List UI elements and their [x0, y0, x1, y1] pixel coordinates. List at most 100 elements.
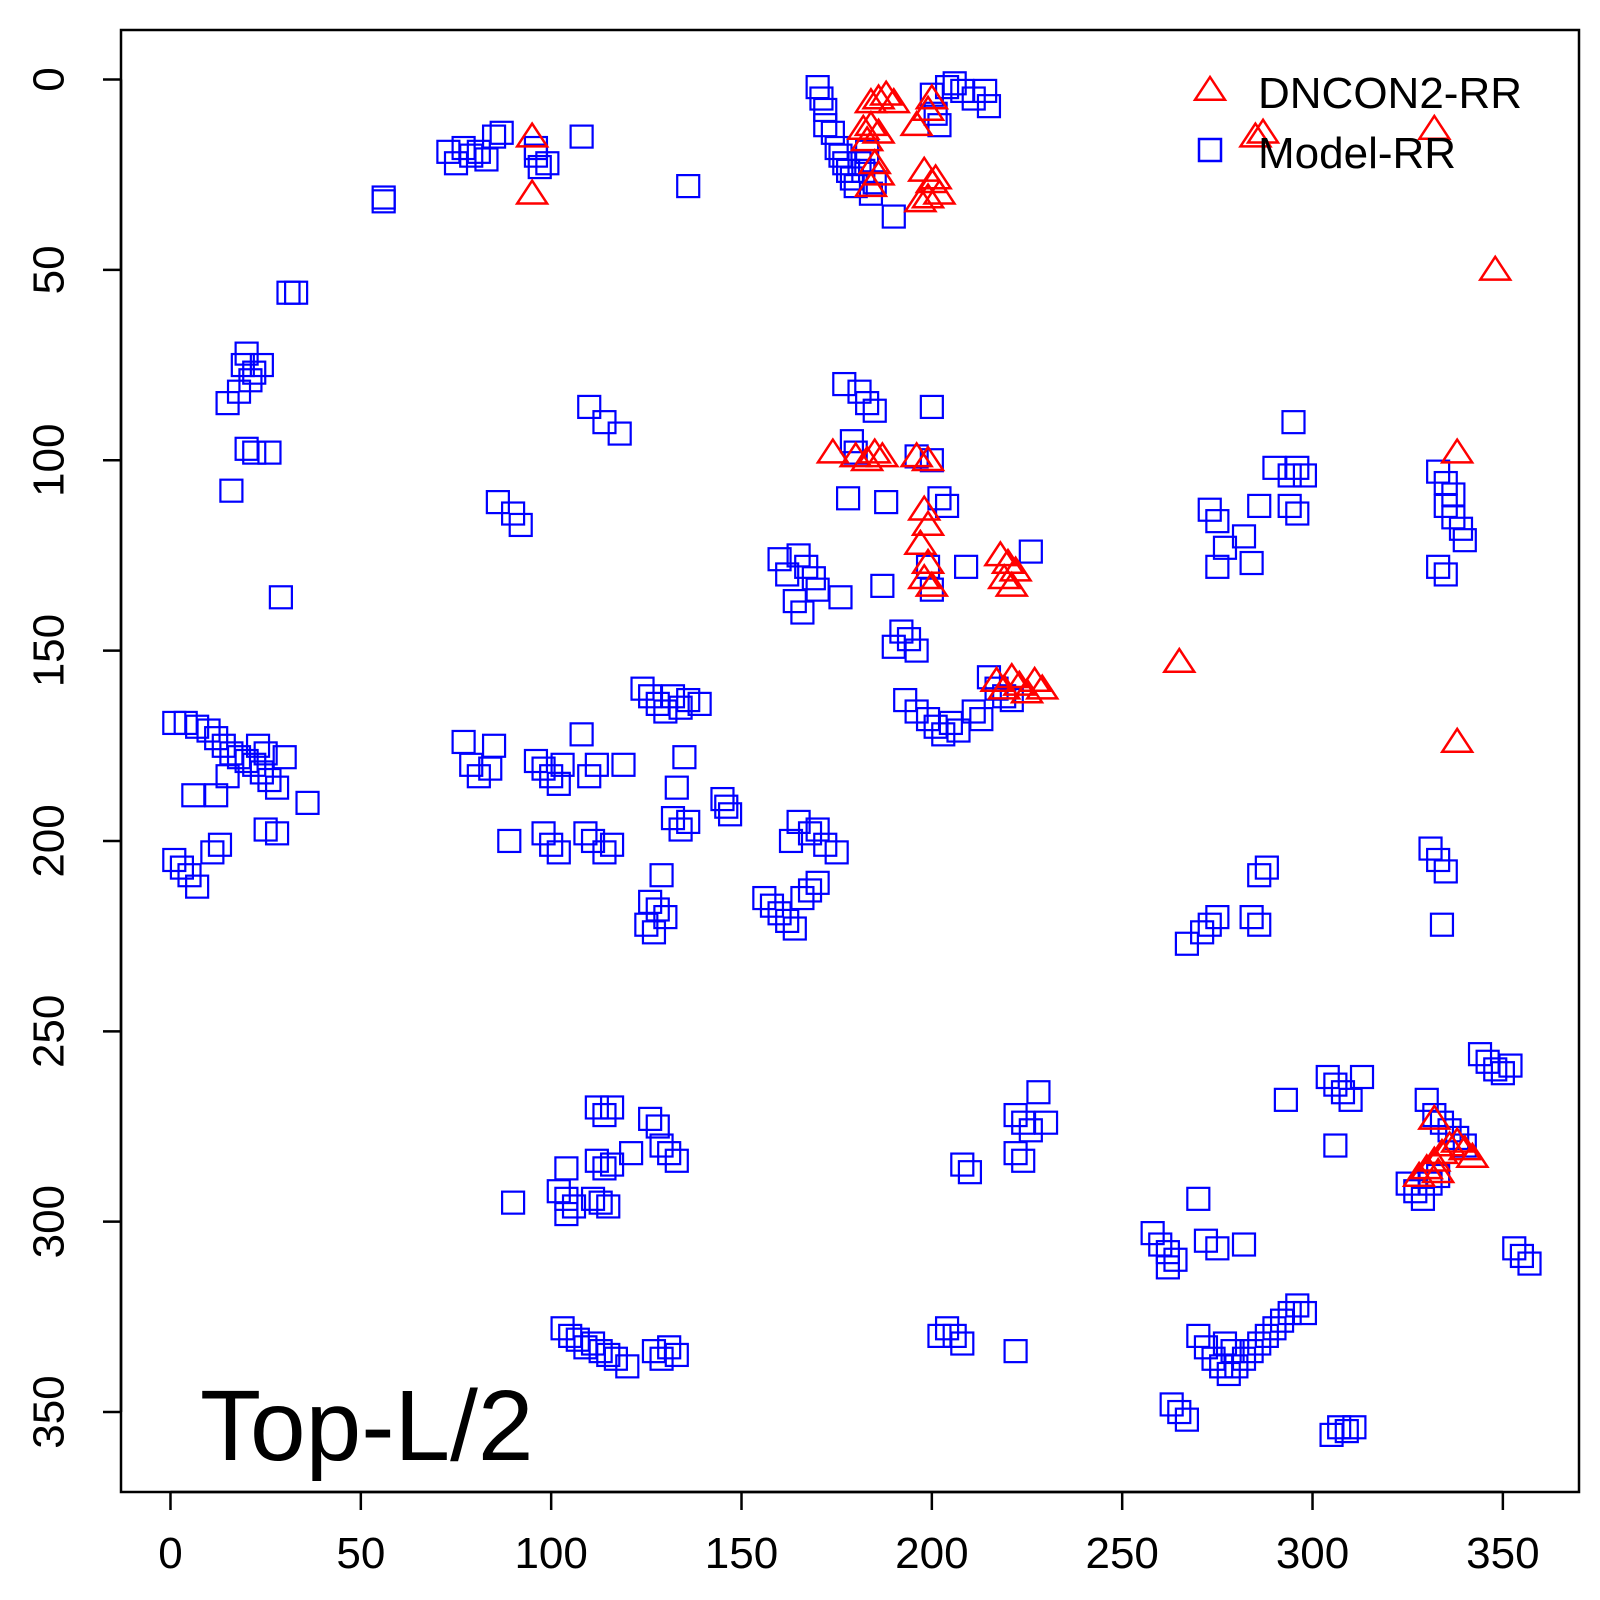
- model-rr-point: [554, 1186, 579, 1211]
- dncon2-rr-point: [846, 113, 881, 140]
- legend-label-model-rr: Model-RR: [1258, 129, 1456, 178]
- model-rr-point: [1239, 1339, 1264, 1364]
- model-rr-point: [710, 786, 735, 812]
- dncon2-rr-point: [853, 170, 889, 198]
- model-rr-point: [1285, 501, 1310, 526]
- model-rr-point: [1273, 1087, 1298, 1112]
- model-rr-point: [919, 394, 944, 420]
- dncon2-rr-point: [903, 186, 938, 213]
- chart-annotation: Top-L/2: [200, 1370, 534, 1482]
- model-rr-point: [1426, 554, 1451, 579]
- model-rr-point: [481, 124, 507, 149]
- model-rr-point: [1011, 1148, 1036, 1173]
- model-rr-point: [1247, 1331, 1272, 1356]
- model-rr-point: [1190, 920, 1215, 945]
- model-rr-point: [1167, 1399, 1192, 1425]
- model-rr-point: [1414, 1087, 1439, 1112]
- model-rr-point: [1155, 1240, 1180, 1265]
- dncon2-rr-point: [849, 125, 885, 152]
- model-rr-point: [676, 809, 701, 835]
- model-rr-point: [592, 1156, 617, 1181]
- model-rr-point: [835, 486, 861, 511]
- model-rr-point: [1292, 463, 1318, 488]
- model-rr-point: [942, 71, 967, 96]
- model-rr-point: [1490, 1061, 1515, 1086]
- model-rr-point: [954, 554, 979, 579]
- model-rr-point: [185, 874, 210, 899]
- model-rr-point: [714, 794, 739, 819]
- dncon2-rr-point: [986, 562, 1022, 590]
- model-rr-point: [1285, 1293, 1310, 1318]
- model-rr-point: [219, 478, 244, 503]
- model-rr-point: [782, 916, 807, 941]
- model-rr-point: [257, 440, 282, 465]
- y-tick-label: 0: [25, 67, 74, 91]
- dncon2-rr-point: [1439, 1126, 1475, 1153]
- dncon2-rr-point: [815, 437, 851, 464]
- model-rr-point: [717, 802, 743, 827]
- model-rr-point: [832, 371, 857, 397]
- dncon2-rr-point: [514, 121, 550, 148]
- model-rr-point: [969, 707, 994, 732]
- model-rr-point: [1254, 1323, 1279, 1349]
- dncon2-rr-point: [979, 665, 1014, 693]
- model-rr-point: [1220, 1339, 1245, 1364]
- model-rr-point: [973, 78, 998, 104]
- dncon2-rr-point: [910, 182, 946, 209]
- model-rr-point: [664, 1342, 689, 1368]
- dncon2-rr-point: [994, 661, 1030, 689]
- model-rr-point: [1003, 1102, 1028, 1128]
- model-rr-point: [934, 1316, 960, 1341]
- model-rr-point: [546, 771, 571, 796]
- model-rr-point: [1212, 1331, 1238, 1356]
- model-rr-point: [1239, 904, 1264, 930]
- model-rr-point: [1334, 1418, 1359, 1444]
- model-rr-point: [245, 733, 271, 758]
- model-rr-point: [466, 139, 491, 164]
- model-rr-point: [676, 173, 701, 199]
- model-rr-point: [1018, 1118, 1043, 1143]
- model-rr-point: [1254, 855, 1279, 880]
- model-rr-point: [862, 398, 887, 423]
- model-rr-point: [264, 821, 290, 846]
- model-rr-point: [1285, 455, 1310, 480]
- legend: DNCON2-RR Model-RR: [1192, 69, 1522, 178]
- model-rr-point: [1292, 1300, 1318, 1326]
- model-rr-point: [1231, 1232, 1257, 1257]
- model-rr-point: [942, 1323, 967, 1349]
- dncon2-rr-point: [903, 528, 938, 555]
- model-rr-point: [249, 760, 274, 785]
- model-rr-point: [569, 124, 594, 149]
- model-rr-point: [668, 817, 693, 842]
- model-rr-point: [554, 1201, 579, 1227]
- model-rr-point: [1247, 863, 1272, 888]
- model-rr-point: [1342, 1415, 1367, 1440]
- model-rr-point: [611, 752, 636, 777]
- model-rr-point: [1205, 509, 1230, 534]
- model-rr-point: [1277, 1300, 1302, 1326]
- model-rr-point: [1452, 528, 1477, 553]
- model-rr-point: [459, 143, 484, 168]
- model-rr-point: [207, 832, 233, 857]
- model-rr-point: [1231, 524, 1257, 549]
- model-rr-point: [1277, 463, 1302, 488]
- model-rr-point: [592, 1102, 617, 1128]
- model-rr-point: [249, 352, 274, 378]
- model-rr-point: [596, 1194, 621, 1219]
- model-rr-point: [196, 718, 221, 743]
- model-rr-point: [961, 699, 986, 724]
- dncon2-rr-point: [1024, 673, 1060, 700]
- dncon2-rr-point: [514, 178, 550, 205]
- model-rr-point: [169, 855, 195, 880]
- model-rr-point: [664, 1148, 689, 1173]
- series-dncon2-rr: [514, 79, 1513, 1187]
- model-rr-point: [1429, 912, 1455, 937]
- model-rr-point: [957, 1160, 983, 1185]
- model-rr-point: [1433, 859, 1458, 884]
- x-tick-label: 50: [336, 1529, 385, 1578]
- model-rr-point: [204, 726, 229, 751]
- model-rr-point: [1197, 912, 1222, 937]
- model-rr-point: [573, 821, 598, 846]
- model-rr-point: [870, 573, 895, 598]
